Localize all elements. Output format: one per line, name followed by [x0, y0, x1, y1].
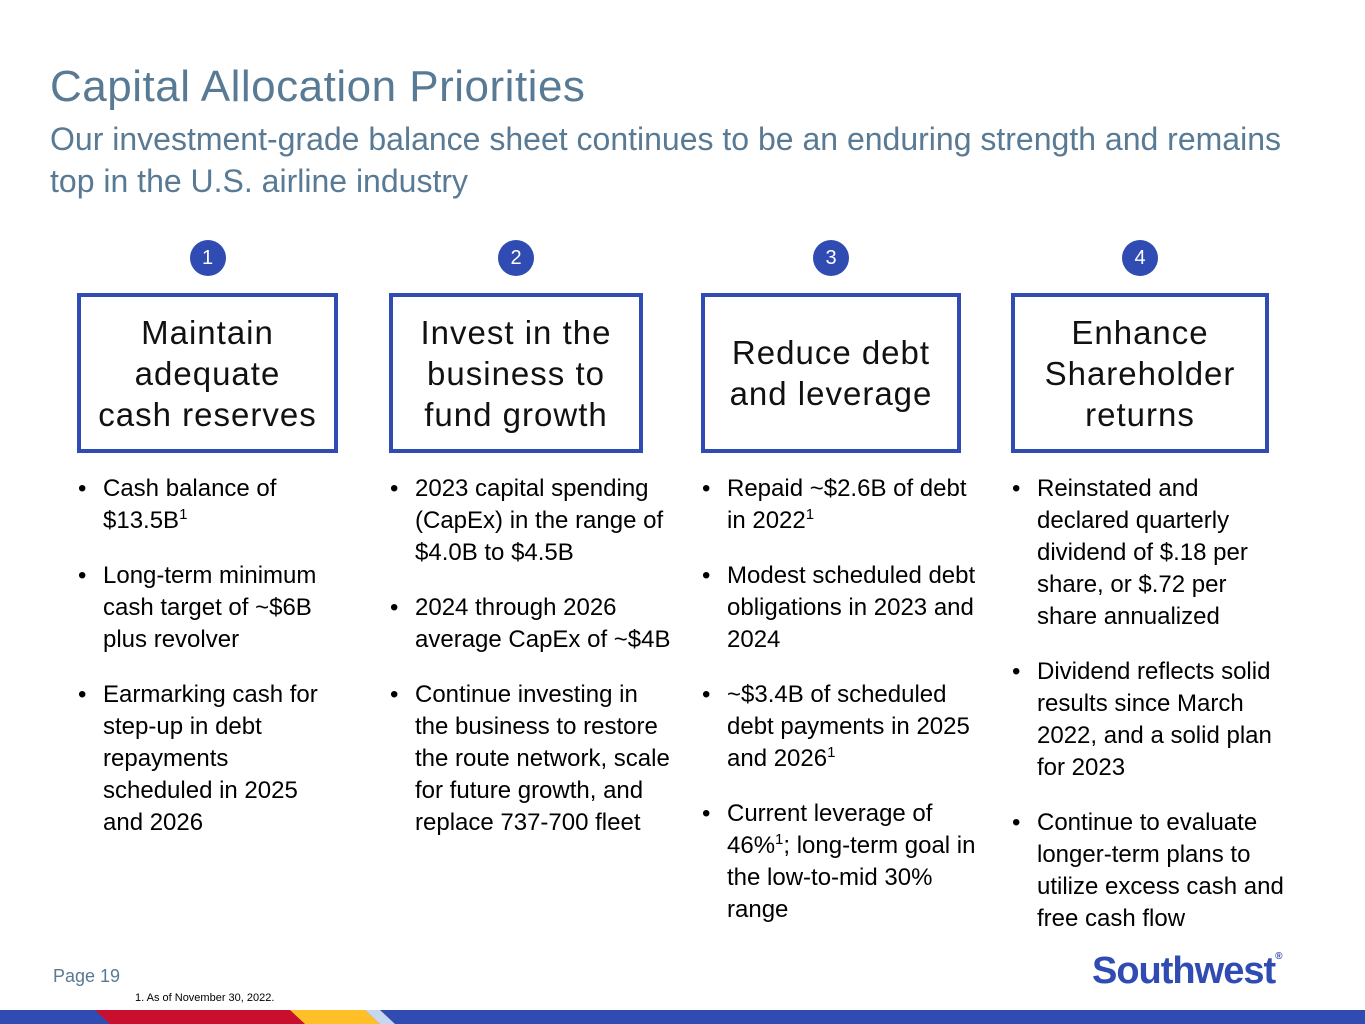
priority-box: Enhance Shareholder returns: [1011, 293, 1269, 453]
footnote-ref: 1: [179, 506, 188, 523]
bullet: Current leverage of 46%1; long-term goal…: [702, 798, 979, 926]
priority-heading-line: Maintain: [141, 313, 274, 351]
bullet: Reinstated and declared quarterly divide…: [1012, 473, 1287, 633]
step-number: 4: [1122, 240, 1158, 276]
footnote-ref: 1: [775, 831, 784, 848]
bullet: 2023 capital spending (CapEx) in the ran…: [390, 473, 673, 569]
bullet: Modest scheduled debt obligations in 202…: [702, 560, 979, 656]
bullet: Earmarking cash for step-up in debt repa…: [78, 679, 325, 839]
logo-mark: ®: [1275, 951, 1283, 962]
bullet: Long-term minimum cash target of ~$6B pl…: [78, 560, 325, 656]
bullet: Cash balance of $13.5B1: [78, 473, 325, 537]
bullet-text: Repaid ~$2.6B of debt in 2022: [727, 475, 967, 534]
subtitle: Our investment-grade balance sheet conti…: [50, 121, 1281, 199]
step-number: 3: [813, 240, 849, 276]
bullet-text: Continue investing in the business to re…: [415, 681, 670, 836]
bullet-text: ~$3.4B of scheduled debt payments in 202…: [727, 681, 970, 772]
bullet-text: 2023 capital spending (CapEx) in the ran…: [415, 475, 664, 566]
priority-heading-line: fund growth: [424, 395, 608, 433]
footnote-ref: 1: [805, 506, 815, 523]
bullet-text: Reinstated and declared quarterly divide…: [1037, 475, 1248, 630]
footnote: 1. As of November 30, 2022.: [135, 992, 275, 1004]
bullet-text: Long-term minimum cash target of ~$6B pl…: [103, 562, 317, 653]
logo-text: Southwest: [1092, 950, 1276, 992]
bullet: 2024 through 2026 average CapEx of ~$4B: [390, 592, 673, 656]
footer-stripe: [0, 1010, 1365, 1024]
bullet-text: Modest scheduled debt obligations in 202…: [727, 562, 976, 653]
bullet-list: 2023 capital spending (CapEx) in the ran…: [390, 473, 673, 862]
priority-heading-line: and leverage: [729, 375, 933, 412]
priority-heading-line: adequate: [134, 354, 281, 392]
priority-heading-line: business to: [427, 354, 605, 392]
bullet-text: Earmarking cash for step-up in debt repa…: [103, 681, 318, 836]
bullet-list: Reinstated and declared quarterly divide…: [1012, 473, 1287, 958]
bullet-text: 2024 through 2026 average CapEx of ~$4B: [415, 594, 671, 653]
priority-heading-line: Enhance: [1071, 313, 1209, 351]
bullet-text: ; long-term goal in the low-to-mid 30% r…: [727, 832, 976, 923]
logo: Southwest®: [1092, 950, 1283, 993]
footnote-ref: 1: [827, 744, 836, 761]
priority-box: Maintain adequate cash reserves: [77, 293, 338, 453]
bullet: ~$3.4B of scheduled debt payments in 202…: [702, 679, 979, 775]
bullet-text: Current leverage of 46%: [727, 800, 933, 859]
bullet: Dividend reflects solid results since Ma…: [1012, 656, 1287, 784]
step-number: 2: [498, 240, 534, 276]
bullet-list: Repaid ~$2.6B of debt in 20221Modest sch…: [702, 473, 979, 949]
priority-heading-line: Shareholder: [1044, 354, 1236, 392]
priority-heading-line: returns: [1085, 395, 1195, 433]
priority-heading-line: cash reserves: [98, 395, 317, 433]
priority-heading-line: Reduce debt: [731, 334, 931, 371]
bullet-text: Continue to evaluate longer-term plans t…: [1037, 809, 1284, 932]
bullet: Repaid ~$2.6B of debt in 20221: [702, 473, 979, 537]
bullet-text: Cash balance of $13.5B: [103, 475, 277, 534]
priority-box: Invest in the business to fund growth: [389, 293, 643, 453]
title: Capital Allocation Priorities: [50, 62, 586, 111]
priority-box: Reduce debt and leverage: [701, 293, 961, 453]
priority-heading-line: Invest in the: [420, 313, 612, 351]
bullet-text: Dividend reflects solid results since Ma…: [1037, 658, 1272, 781]
bullet-list: Cash balance of $13.5B1 Long-term minimum…: [78, 473, 325, 862]
page-number: Page 19: [53, 966, 121, 986]
bullet: Continue to evaluate longer-term plans t…: [1012, 807, 1287, 935]
bullet: Continue investing in the business to re…: [390, 679, 673, 839]
step-number: 1: [189, 240, 226, 276]
